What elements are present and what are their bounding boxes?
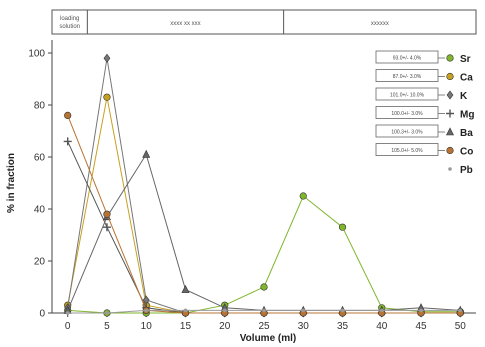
x-tick-label: 20 xyxy=(219,321,231,332)
y-tick-label: 40 xyxy=(34,205,46,216)
legend-label: K xyxy=(460,91,468,102)
data-point xyxy=(446,90,454,100)
legend-recovery-text: 100.0+/- 3.0% xyxy=(391,111,423,117)
data-point xyxy=(181,284,190,293)
legend-recovery-text: 93.0+/- 4.0% xyxy=(393,56,422,62)
x-tick-label: 35 xyxy=(337,321,349,332)
legend-recovery-box xyxy=(375,124,439,138)
legend-label: Ca xyxy=(460,73,473,84)
series-co xyxy=(64,111,464,317)
data-point xyxy=(299,192,307,200)
data-point xyxy=(183,308,188,313)
data-point xyxy=(446,72,454,81)
legend-label: Mg xyxy=(460,110,474,121)
legend-recovery-text: 101.0+/- 10.0% xyxy=(390,93,425,99)
legend-recovery-text: 100.3+/- 3.0% xyxy=(391,130,423,136)
legend-label: Ba xyxy=(460,128,473,139)
data-point xyxy=(458,308,463,313)
x-tick-label: 45 xyxy=(415,321,427,332)
series-sr xyxy=(64,192,464,317)
data-point xyxy=(144,308,149,313)
data-point xyxy=(63,137,72,146)
legend-label: Pb xyxy=(460,165,473,176)
x-tick-label: 5 xyxy=(104,321,110,332)
data-point xyxy=(301,308,306,313)
legend-label: Sr xyxy=(460,54,471,65)
data-point xyxy=(446,127,454,136)
series-pb xyxy=(65,308,463,315)
data-point xyxy=(260,283,268,291)
data-point xyxy=(446,54,454,62)
legend-recovery-box xyxy=(375,50,439,64)
legend-recovery-box xyxy=(375,106,439,119)
data-point xyxy=(262,308,266,313)
legend-label: Co xyxy=(460,147,473,158)
x-tick-label: 0 xyxy=(65,321,71,332)
data-point xyxy=(446,146,454,155)
x-tick-label: 15 xyxy=(180,321,192,332)
data-point xyxy=(103,53,111,63)
legend: 93.0+/- 4.0% Sr 87.0+/- 3.0% Ca 101.0+/- 10.… xyxy=(375,50,474,176)
data-point xyxy=(64,111,72,119)
data-point xyxy=(65,311,70,315)
y-tick-label: 60 xyxy=(34,153,46,164)
x-tick-label: 50 xyxy=(455,321,467,332)
phase-bar-frame xyxy=(51,9,477,35)
legend-recovery-text: 105.0+/- 5.0% xyxy=(391,148,423,154)
phase-label-line2: solution xyxy=(59,24,80,30)
series-line xyxy=(67,195,461,314)
data-point xyxy=(448,167,452,171)
x-tick-label: 25 xyxy=(258,321,270,332)
y-tick-label: 100 xyxy=(28,49,45,60)
data-point xyxy=(338,223,347,231)
data-point xyxy=(102,223,111,232)
y-tick-label: 80 xyxy=(34,101,46,112)
data-point xyxy=(419,308,423,313)
data-point xyxy=(103,93,111,101)
x-tick-label: 10 xyxy=(141,321,153,332)
series-layer xyxy=(63,53,465,318)
phase-bar: loading solution xxxx xx xxx xxxxxx xyxy=(51,9,477,35)
data-point xyxy=(340,308,345,313)
phase-label: xxxx xx xxx xyxy=(170,21,200,27)
x-axis-title: Volume (ml) xyxy=(240,333,296,344)
data-point xyxy=(142,149,151,158)
x-tick-label: 30 xyxy=(298,321,310,332)
data-point xyxy=(379,308,384,313)
data-point xyxy=(222,308,227,313)
data-point xyxy=(105,311,109,315)
data-point xyxy=(103,210,111,218)
data-point xyxy=(446,109,454,118)
phase-label: xxxxxx xyxy=(371,21,389,27)
phase-label: loading xyxy=(60,16,79,22)
x-tick-label: 40 xyxy=(376,321,388,332)
y-axis-title: % in fraction xyxy=(6,153,17,213)
y-tick-label: 20 xyxy=(34,257,46,268)
y-tick-label: 0 xyxy=(39,309,45,320)
legend-recovery-box xyxy=(375,143,439,156)
legend-recovery-text: 87.0+/- 3.0% xyxy=(393,74,422,80)
legend-recovery-box xyxy=(375,69,439,82)
legend-recovery-box xyxy=(375,87,439,101)
